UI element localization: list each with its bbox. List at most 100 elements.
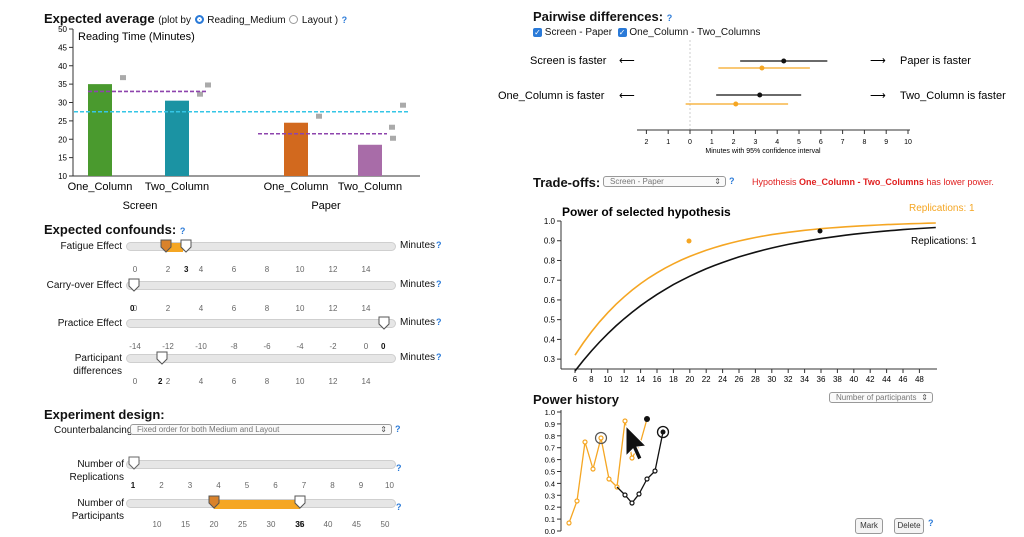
participants-tick: 35 [295, 520, 304, 529]
section-title: Expected confounds: [44, 222, 177, 237]
slider-handle[interactable] [128, 278, 140, 292]
black-current-point[interactable] [817, 228, 823, 234]
help-icon[interactable]: ? [436, 240, 442, 250]
confound-unit: Minutes [400, 352, 436, 363]
expected-average-title: Expected average (plot by Reading_Medium… [44, 11, 347, 26]
confound-tick: 2 [165, 265, 171, 274]
help-icon[interactable]: ? [341, 15, 348, 25]
confound-tick: 12 [328, 304, 338, 313]
help-icon[interactable]: ? [395, 424, 401, 434]
confound-tick: 10 [295, 377, 305, 386]
orange-current-point[interactable] [686, 238, 692, 244]
replications-handle[interactable] [128, 456, 140, 470]
orange-power-curve [574, 222, 936, 356]
participants-label: Number of Participants [71, 498, 124, 522]
lock-icon[interactable] [389, 124, 395, 130]
replications-tick: 7 [301, 481, 307, 490]
confound-tick: -4 [296, 342, 304, 351]
slider-handle[interactable] [378, 316, 390, 330]
mark-button[interactable]: Mark [855, 518, 883, 534]
delete-button[interactable]: Delete [894, 518, 924, 534]
xlabel-two-column-paper: Two_Column [338, 181, 402, 193]
counterbalancing-select[interactable]: Fixed order for both Medium and Layout [130, 424, 392, 435]
power-x-tick-label: 38 [833, 375, 842, 384]
confound-tick: 12 [328, 377, 338, 386]
checkbox-screen-paper[interactable]: ✓ [533, 27, 542, 37]
confound-tick: 6 [231, 304, 237, 313]
help-icon[interactable]: ? [436, 352, 442, 362]
y-tick-label: 45 [58, 43, 67, 52]
lock-icon[interactable] [316, 113, 322, 119]
slider-handle[interactable] [160, 239, 172, 253]
lock-icon[interactable] [390, 135, 396, 141]
lock-icon[interactable] [120, 75, 126, 81]
confound-slider[interactable] [126, 354, 396, 363]
confound-slider[interactable] [126, 242, 396, 251]
tradeoffs-select[interactable]: Screen - Paper [603, 176, 726, 187]
lock-icon[interactable] [400, 102, 406, 108]
confound-label: Participant differences [73, 353, 122, 377]
help-icon[interactable]: ? [436, 317, 442, 327]
confound-slider[interactable] [126, 281, 396, 290]
group-label-paper: Paper [311, 200, 341, 212]
xlabel-one-column-screen: One_Column [68, 181, 133, 193]
y-tick-label: 20 [58, 135, 67, 144]
participants-handle-low[interactable] [208, 495, 220, 509]
confound-tick: 8 [264, 304, 270, 313]
bar[interactable] [358, 144, 382, 176]
fatigue-range-fill [167, 243, 183, 252]
help-icon[interactable]: ? [179, 226, 186, 236]
message-bold: One_Column - Two_Columns [799, 177, 924, 187]
replications-slider[interactable] [126, 460, 396, 469]
bar[interactable] [165, 100, 189, 176]
help-icon[interactable]: ? [396, 463, 402, 473]
help-icon[interactable]: ? [928, 518, 934, 528]
history-y-tick-label: 0.8 [545, 432, 555, 441]
help-icon[interactable]: ? [729, 176, 735, 186]
power-x-tick-label: 16 [653, 375, 662, 384]
confound-value: 2 [158, 377, 163, 386]
power-x-tick-label: 26 [735, 375, 744, 384]
radio-layout[interactable] [289, 15, 299, 25]
history-chart: 0.0 0.1 0.2 0.3 0.4 0.5 0.6 0.7 0.8 0.9 1.0 [545, 408, 670, 536]
confound-slider[interactable] [126, 319, 396, 328]
confound-tick: 4 [198, 377, 204, 386]
replications-help[interactable]: ? [396, 458, 402, 476]
confound-tick: 4 [198, 304, 204, 313]
history-current-point[interactable] [644, 416, 650, 422]
lock-icon[interactable] [197, 91, 203, 97]
lock-icon[interactable] [205, 82, 211, 88]
confound-tick: -14 [129, 342, 141, 351]
y-ticks: 10 15 20 25 30 35 40 45 50 [58, 25, 73, 181]
slider-handle[interactable] [156, 351, 168, 365]
pairwise-tick-label: 1 [666, 139, 670, 146]
y-tick-label: 50 [58, 25, 67, 34]
bar[interactable] [88, 84, 112, 176]
replications-label: Number of Replications [69, 459, 124, 483]
confound-tick: 6 [231, 377, 237, 386]
power-x-tick-label: 6 [573, 375, 578, 384]
help-icon[interactable]: ? [396, 502, 402, 512]
help-icon[interactable]: ? [436, 279, 442, 289]
confound-tick: 6 [231, 265, 237, 274]
slider-handle[interactable] [180, 239, 192, 253]
checkbox-one-two-columns[interactable]: ✓ [617, 27, 627, 37]
pairwise-ticks: 2 1 0 1 2 3 4 5 6 7 8 9 10 [644, 130, 912, 146]
confound-tick: 8 [264, 377, 270, 386]
participants-tick: 30 [266, 520, 276, 529]
confound-tick: 0 [132, 377, 138, 386]
radio-reading-medium[interactable] [194, 15, 204, 25]
history-y-tick-label: 1.0 [545, 408, 555, 417]
bar[interactable] [284, 122, 308, 176]
participants-help[interactable]: ? [396, 497, 402, 515]
help-icon[interactable]: ? [666, 13, 673, 23]
confound-tick: 8 [264, 265, 270, 274]
participants-handle-high[interactable] [294, 495, 306, 509]
pairwise-checks: ✓ Screen - Paper ✓ One_Column - Two_Colu… [533, 27, 760, 38]
confound-tick: -12 [162, 342, 174, 351]
history-select[interactable]: Number of participants [829, 392, 933, 403]
y-tick-label: 35 [58, 80, 67, 89]
marked-orange-point[interactable] [594, 431, 608, 445]
history-title: Power history [533, 392, 619, 407]
marked-black-point[interactable] [656, 425, 670, 439]
